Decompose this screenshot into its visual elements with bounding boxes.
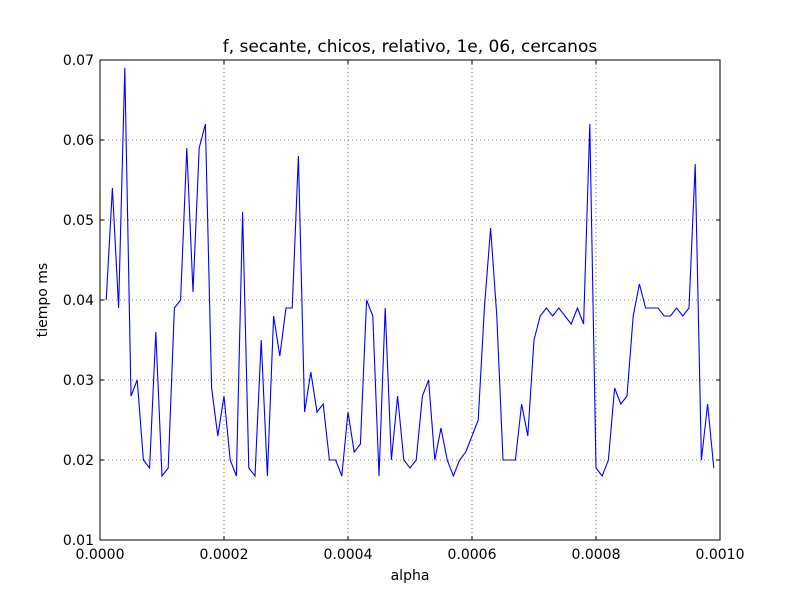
y-tick-label: 0.03 — [63, 373, 94, 389]
x-tick-label: 0.0006 — [448, 547, 497, 563]
y-tick-label: 0.01 — [63, 533, 94, 549]
x-tick-label: 0.0008 — [572, 547, 621, 563]
x-axis-title: alpha — [391, 568, 430, 584]
y-tick-label: 0.05 — [63, 213, 94, 229]
x-tick-label: 0.0010 — [696, 547, 745, 563]
series-line — [105, 67, 715, 478]
ticks — [99, 59, 721, 541]
y-axis-title: tiempo ms — [35, 263, 51, 337]
y-tick-label: 0.04 — [63, 293, 94, 309]
x-tick-label: 0.0000 — [76, 547, 125, 563]
y-tick-label: 0.07 — [63, 53, 94, 69]
series-group — [105, 67, 715, 478]
tick-labels: 0.0000 0.0002 0.0004 0.0006 0.0008 0.0010 0.01… — [63, 53, 745, 563]
grid — [100, 60, 720, 540]
x-tick-label: 0.0002 — [200, 547, 249, 563]
chart-title: f, secante, chicos, relativo, 1e, 06, ce… — [223, 37, 598, 57]
x-tick-label: 0.0004 — [324, 547, 373, 563]
y-tick-label: 0.06 — [63, 133, 94, 149]
y-tick-label: 0.02 — [63, 453, 94, 469]
plot-frame — [99, 59, 721, 541]
